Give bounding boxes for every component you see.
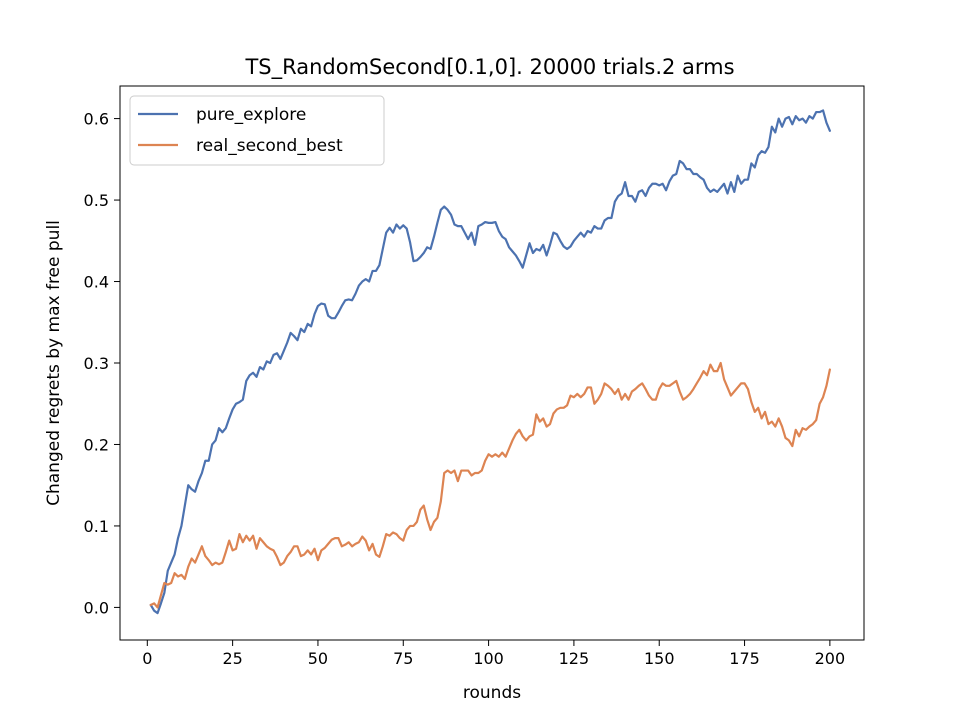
x-tick-label: 175 (729, 649, 760, 668)
y-tick-label: 0.2 (84, 435, 109, 454)
plot-area: 0 25 50 75 100 125 150 175 200 0.00.10.20.30.40.… (84, 85, 865, 668)
y-tick-label: 0.6 (84, 110, 109, 129)
x-tick-label: 0 (142, 649, 152, 668)
legend: pure_explore real_second_best (129, 95, 385, 166)
y-axis: 0.0 0.1 0.2 0.3 0.4 0.5 0.6 (84, 110, 120, 617)
x-tick-label: 200 (815, 649, 846, 668)
series-line-pure-explore (149, 109, 831, 615)
y-tick-label: 0.4 (84, 273, 109, 292)
x-tick-label: 150 (644, 649, 675, 668)
y-tick-label: 0.0 (84, 598, 109, 617)
chart-title: TS_RandomSecond[0.1,0]. 20000 trials.2 a… (244, 55, 734, 80)
y-tick-label: 0.3 (84, 354, 109, 373)
legend-label: pure_explore (196, 105, 306, 125)
x-tick-label: 25 (222, 649, 242, 668)
x-tick-label: 125 (559, 649, 590, 668)
y-tick-label: 0.5 (84, 191, 109, 210)
x-tick-label: 75 (393, 649, 413, 668)
x-axis-label: rounds (463, 683, 521, 703)
y-tick-label: 0.1 (84, 517, 109, 536)
x-tick-label: 100 (473, 649, 504, 668)
series-line-real-second-best (149, 361, 831, 609)
y-axis-label: Changed regrets by max free pull (44, 220, 64, 506)
legend-label: real_second_best (196, 136, 343, 156)
legend-box (129, 95, 385, 166)
x-tick-label: 50 (308, 649, 328, 668)
series-group (149, 109, 831, 615)
x-axis: 0 25 50 75 100 125 150 175 200 (142, 640, 845, 668)
